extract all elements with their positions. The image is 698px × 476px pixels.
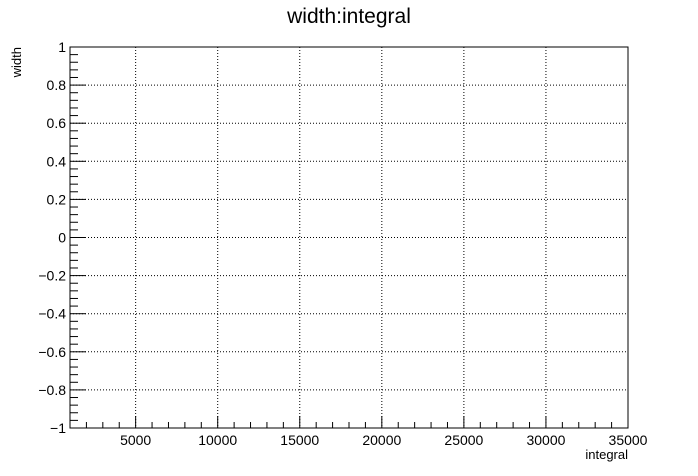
y-tick-label: −0.6 (38, 344, 66, 360)
y-tick-labels: −1 −0.8 −0.6 −0.4 −0.2 0 0.2 0.4 0.6 0.8 1 (38, 39, 66, 436)
y-axis-title: width (9, 47, 24, 78)
x-tick-label: 20000 (362, 432, 401, 448)
x-tick-label: 25000 (444, 432, 483, 448)
y-tick-label: 0.6 (47, 115, 67, 131)
y-tick-label: 0 (58, 230, 66, 246)
y-tick-label: 0.4 (47, 153, 67, 169)
x-tick-label: 15000 (280, 432, 319, 448)
y-tick-label: 1 (58, 39, 66, 55)
chart-title: width:integral (286, 5, 411, 28)
tick-marks (69, 46, 629, 429)
x-axis-title: integral (585, 447, 628, 462)
x-tick-label: 30000 (526, 432, 565, 448)
y-tick-label: 0.8 (47, 77, 67, 93)
grid (70, 47, 628, 428)
x-tick-labels: 5000 10000 15000 20000 25000 30000 35000 (120, 432, 648, 448)
y-tick-label: 0.2 (47, 191, 67, 207)
y-tick-label: −0.8 (38, 382, 66, 398)
plot-frame (69, 46, 629, 429)
y-tick-label: −0.2 (38, 268, 66, 284)
x-tick-label: 10000 (198, 432, 237, 448)
y-tick-label: −1 (50, 420, 66, 436)
y-tick-label: −0.4 (38, 306, 66, 322)
x-tick-label: 35000 (609, 432, 648, 448)
x-tick-label: 5000 (120, 432, 151, 448)
